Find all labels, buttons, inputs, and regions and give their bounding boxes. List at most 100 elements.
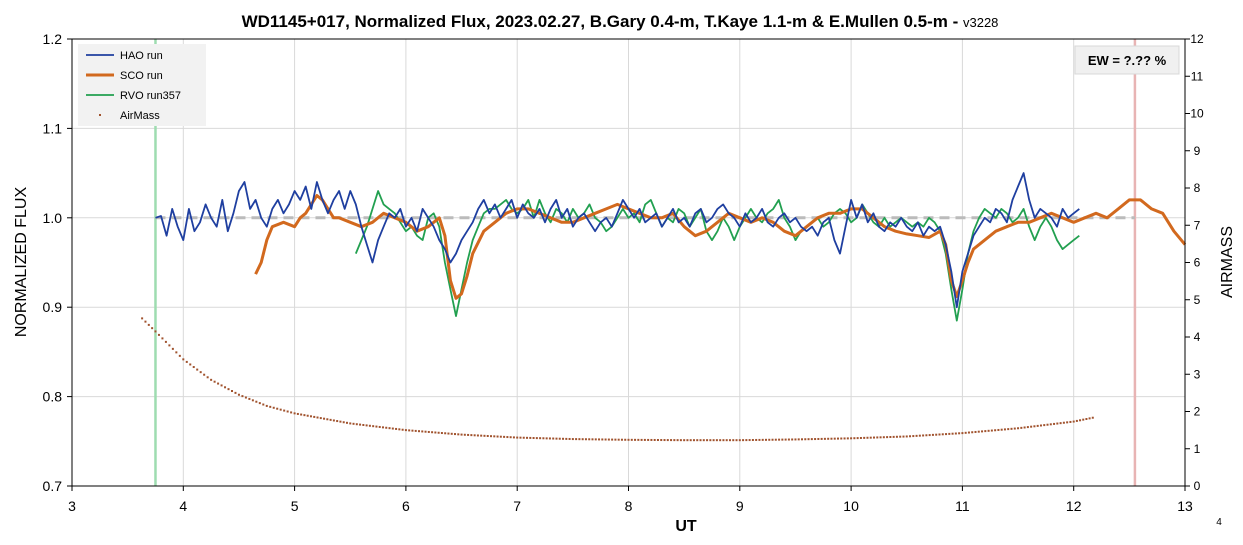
airmass-point-163 — [683, 439, 686, 442]
y-tick-label-3: 1.0 — [43, 210, 63, 226]
airmass-point-20 — [210, 378, 213, 381]
airmass-point-256 — [987, 429, 990, 432]
airmass-point-4 — [154, 330, 157, 333]
airmass-point-23 — [220, 384, 223, 387]
airmass-point-22 — [217, 382, 220, 385]
airmass-point-277 — [1056, 422, 1059, 425]
airmass-point-242 — [941, 433, 944, 436]
airmass-point-216 — [856, 437, 859, 440]
airmass-point-18 — [203, 373, 206, 376]
airmass-point-190 — [771, 438, 774, 441]
x-tick-label-0: 3 — [68, 498, 76, 514]
airmass-point-126 — [562, 437, 565, 440]
airmass-point-106 — [496, 435, 499, 438]
airmass-point-227 — [892, 435, 895, 438]
airmass-series — [141, 317, 1094, 442]
airmass-point-221 — [873, 436, 876, 439]
airmass-point-200 — [804, 438, 807, 441]
airmass-point-284 — [1079, 419, 1082, 422]
airmass-point-103 — [486, 434, 489, 437]
airmass-point-110 — [509, 436, 512, 439]
airmass-point-191 — [774, 438, 777, 441]
airmass-point-117 — [532, 437, 535, 440]
airmass-point-269 — [1030, 425, 1033, 428]
airmass-point-225 — [886, 436, 889, 439]
airmass-point-53 — [323, 417, 326, 420]
airmass-point-77 — [401, 428, 404, 431]
airmass-point-246 — [954, 432, 957, 435]
airmass-point-104 — [490, 435, 493, 438]
airmass-point-197 — [794, 438, 797, 441]
airmass-point-180 — [738, 439, 741, 442]
airmass-point-64 — [359, 423, 362, 426]
y2-axis-label: AIRMASS — [1219, 226, 1236, 298]
airmass-point-138 — [601, 438, 604, 441]
airmass-point-196 — [791, 438, 794, 441]
airmass-point-209 — [833, 437, 836, 440]
airmass-point-165 — [689, 439, 692, 442]
airmass-point-88 — [437, 431, 440, 434]
airmass-point-124 — [555, 437, 558, 440]
airmass-point-90 — [444, 432, 447, 435]
airmass-point-150 — [640, 438, 643, 441]
airmass-point-46 — [300, 413, 303, 416]
ew-box — [1074, 45, 1180, 75]
series-line-2 — [354, 190, 1080, 322]
legend: HAO run SCO run RVO run357 AirMass — [78, 44, 206, 126]
airmass-point-194 — [784, 438, 787, 441]
ew-label: EW = ?.?? % — [1088, 53, 1167, 68]
corner-label: 4 — [1216, 517, 1222, 528]
airmass-point-83 — [421, 430, 424, 433]
airmass-point-268 — [1026, 426, 1029, 429]
airmass-point-7 — [164, 340, 167, 343]
airmass-point-283 — [1075, 419, 1078, 422]
x-tick-label-4: 7 — [513, 498, 521, 514]
airmass-point-80 — [411, 429, 414, 432]
airmass-point-93 — [454, 433, 457, 436]
airmass-point-254 — [981, 430, 984, 433]
y2-tick-label-5: 5 — [1194, 293, 1201, 307]
chart-version: v3228 — [963, 15, 998, 30]
airmass-point-65 — [362, 423, 365, 426]
series-line-1 — [254, 194, 1187, 300]
airmass-point-188 — [764, 438, 767, 441]
airmass-point-73 — [388, 427, 391, 430]
airmass-point-144 — [620, 438, 623, 441]
airmass-point-70 — [378, 425, 381, 428]
airmass-point-189 — [768, 438, 771, 441]
airmass-point-13 — [185, 360, 188, 363]
airmass-point-245 — [951, 432, 954, 435]
airmass-point-29 — [241, 395, 244, 398]
airmass-point-36 — [265, 404, 268, 407]
x-tick-label-9: 12 — [1066, 498, 1082, 514]
airmass-point-161 — [676, 439, 679, 442]
airmass-point-99 — [473, 434, 476, 437]
airmass-point-113 — [519, 436, 522, 439]
airmass-point-181 — [742, 439, 745, 442]
airmass-point-162 — [679, 439, 682, 442]
y2-tick-label-8: 8 — [1194, 181, 1201, 195]
airmass-point-271 — [1036, 424, 1039, 427]
airmass-point-272 — [1039, 424, 1042, 427]
airmass-point-38 — [272, 406, 275, 409]
airmass-point-109 — [506, 436, 509, 439]
airmass-point-258 — [994, 429, 997, 432]
y2-tick-label-0: 0 — [1194, 479, 1201, 493]
airmass-point-210 — [837, 437, 840, 440]
airmass-point-149 — [637, 438, 640, 441]
airmass-point-249 — [964, 431, 967, 434]
airmass-point-253 — [977, 430, 980, 433]
airmass-point-86 — [431, 431, 434, 434]
airmass-point-45 — [296, 412, 299, 415]
airmass-point-95 — [460, 433, 463, 436]
airmass-point-16 — [196, 368, 199, 371]
legend-label-3: AirMass — [120, 110, 160, 122]
airmass-point-136 — [594, 438, 597, 441]
airmass-point-288 — [1091, 416, 1094, 419]
airmass-point-202 — [810, 438, 813, 441]
x-tick-label-6: 9 — [736, 498, 744, 514]
airmass-point-37 — [269, 405, 272, 408]
airmass-point-25 — [227, 388, 230, 391]
airmass-point-178 — [732, 439, 735, 442]
